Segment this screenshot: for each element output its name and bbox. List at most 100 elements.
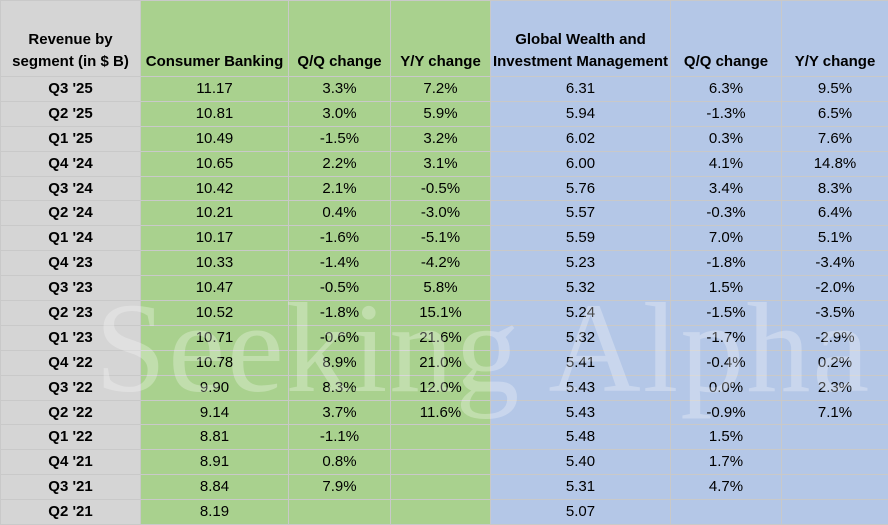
cell-consumer-revenue: 8.91 (141, 450, 289, 475)
cell-gwim-qq: -1.3% (671, 101, 782, 126)
cell-gwim-yy: 2.3% (782, 375, 888, 400)
header-gwim-yy: Y/Y change (782, 1, 888, 77)
cell-gwim-qq: -1.8% (671, 251, 782, 276)
cell-gwim-qq: 1.5% (671, 425, 782, 450)
cell-consumer-qq: 0.8% (289, 450, 391, 475)
cell-consumer-yy (391, 475, 491, 500)
cell-gwim-qq: 3.4% (671, 176, 782, 201)
cell-gwim-revenue: 5.32 (491, 276, 671, 301)
cell-gwim-yy (782, 450, 888, 475)
header-segment: Revenue by segment (in $ B) (1, 1, 141, 77)
cell-gwim-revenue: 5.07 (491, 500, 671, 525)
cell-gwim-revenue: 6.02 (491, 126, 671, 151)
cell-quarter: Q2 '23 (1, 301, 141, 326)
cell-gwim-yy: 0.2% (782, 350, 888, 375)
cell-gwim-revenue: 5.59 (491, 226, 671, 251)
cell-quarter: Q4 '21 (1, 450, 141, 475)
cell-quarter: Q1 '23 (1, 325, 141, 350)
cell-gwim-yy: 6.5% (782, 101, 888, 126)
cell-gwim-revenue: 5.57 (491, 201, 671, 226)
cell-gwim-revenue: 5.43 (491, 375, 671, 400)
cell-consumer-revenue: 8.81 (141, 425, 289, 450)
cell-gwim-yy: 6.4% (782, 201, 888, 226)
cell-consumer-qq: -0.6% (289, 325, 391, 350)
cell-gwim-yy: 8.3% (782, 176, 888, 201)
cell-gwim-revenue: 6.00 (491, 151, 671, 176)
cell-consumer-qq: -0.5% (289, 276, 391, 301)
cell-consumer-qq: -1.6% (289, 226, 391, 251)
cell-gwim-revenue: 5.32 (491, 325, 671, 350)
cell-gwim-qq: -1.5% (671, 301, 782, 326)
cell-consumer-revenue: 9.14 (141, 400, 289, 425)
cell-quarter: Q2 '24 (1, 201, 141, 226)
cell-consumer-qq: -1.4% (289, 251, 391, 276)
cell-consumer-yy: 3.2% (391, 126, 491, 151)
cell-gwim-revenue: 5.41 (491, 350, 671, 375)
cell-consumer-qq: 8.3% (289, 375, 391, 400)
cell-gwim-qq: -0.9% (671, 400, 782, 425)
cell-gwim-yy (782, 500, 888, 525)
cell-gwim-yy: 5.1% (782, 226, 888, 251)
cell-gwim-yy: 14.8% (782, 151, 888, 176)
header-consumer-qq: Q/Q change (289, 1, 391, 77)
cell-gwim-qq: 0.0% (671, 375, 782, 400)
cell-quarter: Q2 '22 (1, 400, 141, 425)
cell-gwim-revenue: 5.48 (491, 425, 671, 450)
cell-gwim-yy: -2.0% (782, 276, 888, 301)
cell-quarter: Q3 '23 (1, 276, 141, 301)
cell-quarter: Q2 '21 (1, 500, 141, 525)
cell-consumer-yy: -4.2% (391, 251, 491, 276)
cell-consumer-qq (289, 500, 391, 525)
cell-gwim-revenue: 5.23 (491, 251, 671, 276)
cell-gwim-revenue: 5.24 (491, 301, 671, 326)
cell-consumer-qq: 7.9% (289, 475, 391, 500)
cell-gwim-revenue: 5.94 (491, 101, 671, 126)
cell-quarter: Q1 '22 (1, 425, 141, 450)
cell-consumer-revenue: 10.52 (141, 301, 289, 326)
cell-gwim-qq: 4.1% (671, 151, 782, 176)
cell-consumer-revenue: 11.17 (141, 77, 289, 102)
cell-quarter: Q3 '24 (1, 176, 141, 201)
cell-gwim-yy: -3.4% (782, 251, 888, 276)
cell-consumer-qq: -1.8% (289, 301, 391, 326)
cell-consumer-yy: 21.0% (391, 350, 491, 375)
cell-gwim-qq: 7.0% (671, 226, 782, 251)
cell-consumer-yy (391, 500, 491, 525)
cell-quarter: Q1 '25 (1, 126, 141, 151)
cell-consumer-revenue: 9.90 (141, 375, 289, 400)
cell-consumer-yy: -0.5% (391, 176, 491, 201)
cell-quarter: Q3 '22 (1, 375, 141, 400)
cell-gwim-yy (782, 425, 888, 450)
cell-quarter: Q3 '25 (1, 77, 141, 102)
cell-consumer-yy: 3.1% (391, 151, 491, 176)
header-gwim: Global Wealth and Investment Management (491, 1, 671, 77)
cell-gwim-qq: 1.7% (671, 450, 782, 475)
cell-quarter: Q1 '24 (1, 226, 141, 251)
cell-quarter: Q4 '23 (1, 251, 141, 276)
header-consumer-banking: Consumer Banking (141, 1, 289, 77)
cell-consumer-yy: 11.6% (391, 400, 491, 425)
cell-consumer-yy: 7.2% (391, 77, 491, 102)
cell-consumer-yy: 21.6% (391, 325, 491, 350)
cell-consumer-yy (391, 450, 491, 475)
cell-quarter: Q4 '22 (1, 350, 141, 375)
header-row: Revenue by segment (in $ B) Consumer Ban… (1, 1, 888, 77)
cell-consumer-yy: 5.8% (391, 276, 491, 301)
cell-consumer-qq: 3.0% (289, 101, 391, 126)
cell-consumer-qq: 3.3% (289, 77, 391, 102)
cell-gwim-qq: -0.3% (671, 201, 782, 226)
cell-consumer-revenue: 10.71 (141, 325, 289, 350)
cell-consumer-yy: 15.1% (391, 301, 491, 326)
cell-gwim-qq: 1.5% (671, 276, 782, 301)
